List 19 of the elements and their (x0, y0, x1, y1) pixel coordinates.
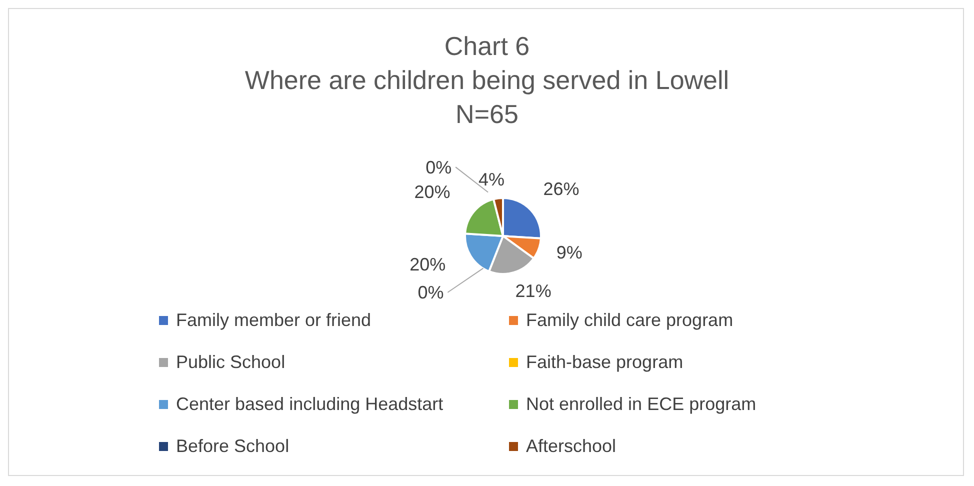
data-label: 9% (556, 242, 582, 262)
legend-label: Afterschool (526, 436, 616, 456)
data-label: 26% (543, 178, 580, 199)
legend-label: Center based including Headstart (176, 394, 444, 414)
chart-title: Chart 6 (443, 30, 531, 63)
chart-subtitle: Where are children being served in Lowell (244, 64, 730, 97)
text: 0% (426, 157, 452, 178)
legend-label: Family member or friend (176, 310, 372, 330)
text: N=65 (454, 98, 520, 131)
data-label: 20% (410, 254, 446, 275)
legend-label: Before School (176, 436, 290, 456)
legend-label: Not enrolled in ECE program (526, 394, 756, 414)
legend-label: Public School (176, 352, 286, 372)
data-label: 4% (478, 170, 504, 190)
data-label: 21% (515, 280, 552, 301)
data-label: 20% (414, 182, 450, 202)
legend-label: Faith-base program (526, 352, 684, 372)
text: 0% (418, 282, 444, 303)
legend-label: Family child care program (526, 310, 734, 330)
